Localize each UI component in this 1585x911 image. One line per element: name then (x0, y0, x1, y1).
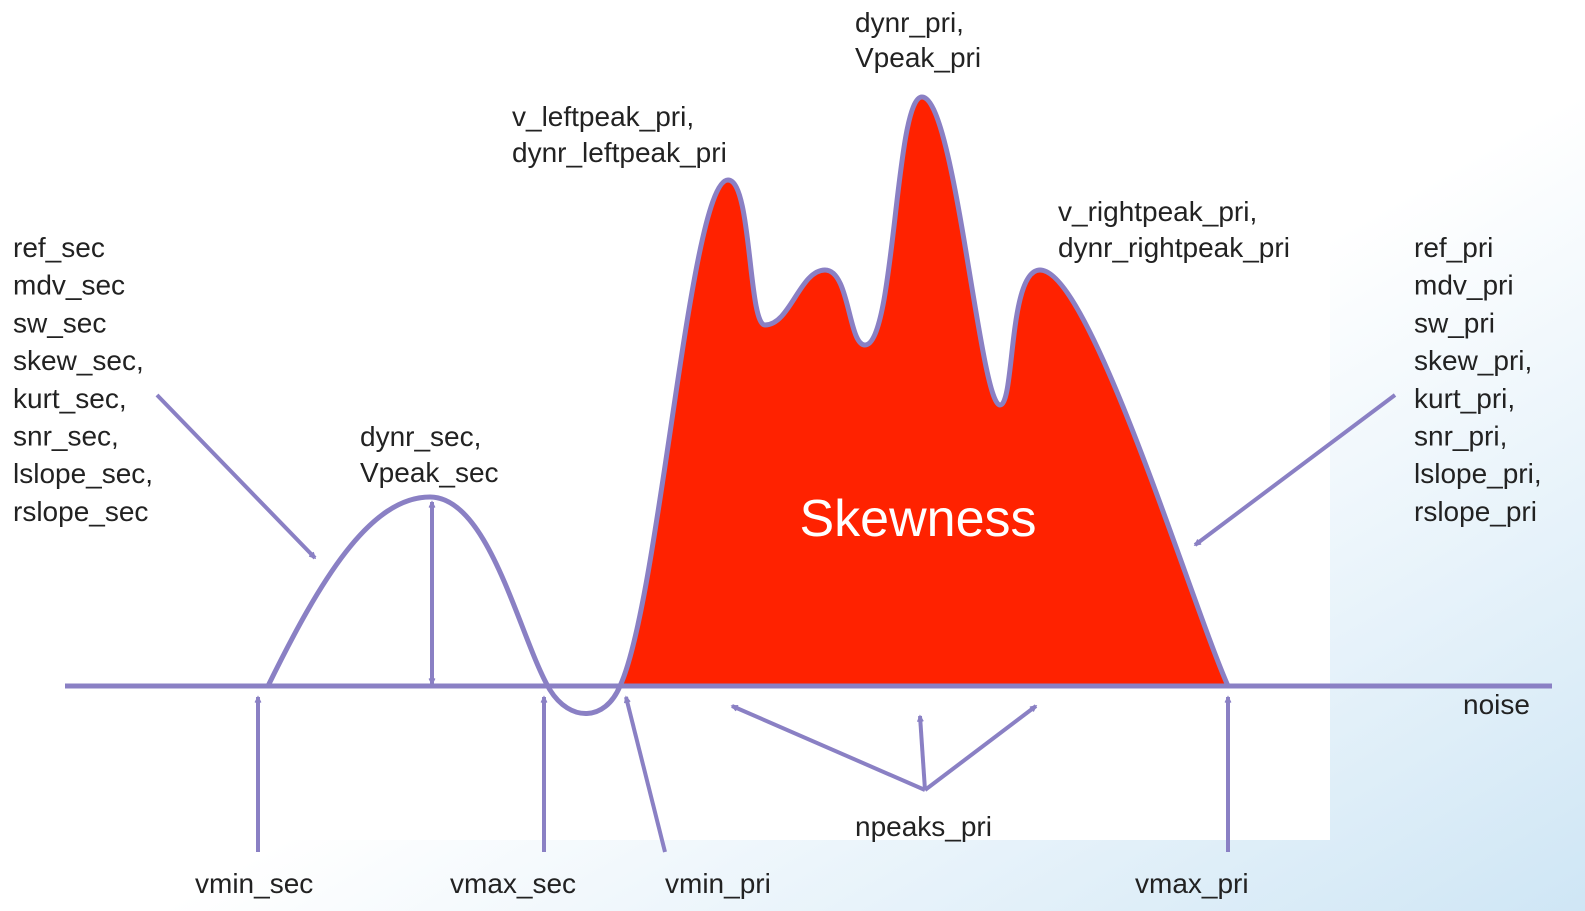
list-item: lslope_pri, (1414, 458, 1542, 489)
primary-peak (616, 94, 1232, 689)
list-item: mdv_pri (1414, 270, 1514, 301)
label: dynr_sec, (360, 421, 481, 452)
list-item: kurt_pri, (1414, 383, 1515, 414)
list-item: snr_pri, (1414, 421, 1507, 452)
arrow (730, 704, 926, 792)
arrows (155, 393, 1397, 853)
label: Vpeak_sec (360, 457, 499, 488)
label: v_rightpeak_pri, (1058, 196, 1257, 227)
list-item: skew_pri, (1414, 345, 1532, 376)
label: dynr_leftpeak_pri (512, 137, 727, 168)
label: vmin_sec (195, 868, 313, 899)
label: vmax_pri (1135, 868, 1249, 899)
list-item: rslope_sec (13, 496, 148, 527)
arrow (1193, 393, 1397, 547)
label: noise (1463, 689, 1530, 720)
secondary-peak (265, 494, 623, 716)
list-item: snr_sec, (13, 421, 119, 452)
label: v_leftpeak_pri, (512, 101, 694, 132)
list-item: sw_sec (13, 307, 106, 338)
list-item: mdv_sec (13, 270, 125, 301)
label: vmin_pri (665, 868, 771, 899)
arrow (155, 393, 317, 560)
center-label: Skewness (800, 490, 1037, 548)
label: vmax_sec (450, 868, 576, 899)
list-item: ref_sec (13, 232, 105, 263)
label: dynr_pri, (855, 7, 964, 38)
curves (65, 94, 1552, 716)
list-item: sw_pri (1414, 307, 1495, 338)
list-item: rslope_pri (1414, 496, 1537, 527)
label: Vpeak_pri (855, 42, 981, 73)
list-item: lslope_sec, (13, 458, 153, 489)
list-item: kurt_sec, (13, 383, 127, 414)
arrow (623, 695, 667, 853)
list-item: ref_pri (1414, 232, 1493, 263)
label: npeaks_pri (855, 811, 992, 842)
arrow (916, 714, 927, 791)
label: dynr_rightpeak_pri (1058, 232, 1290, 263)
arrow (923, 704, 1038, 792)
list-item: skew_sec, (13, 345, 144, 376)
labels: dynr_pri, Vpeak_pri v_leftpeak_pri, dynr… (13, 7, 1542, 899)
